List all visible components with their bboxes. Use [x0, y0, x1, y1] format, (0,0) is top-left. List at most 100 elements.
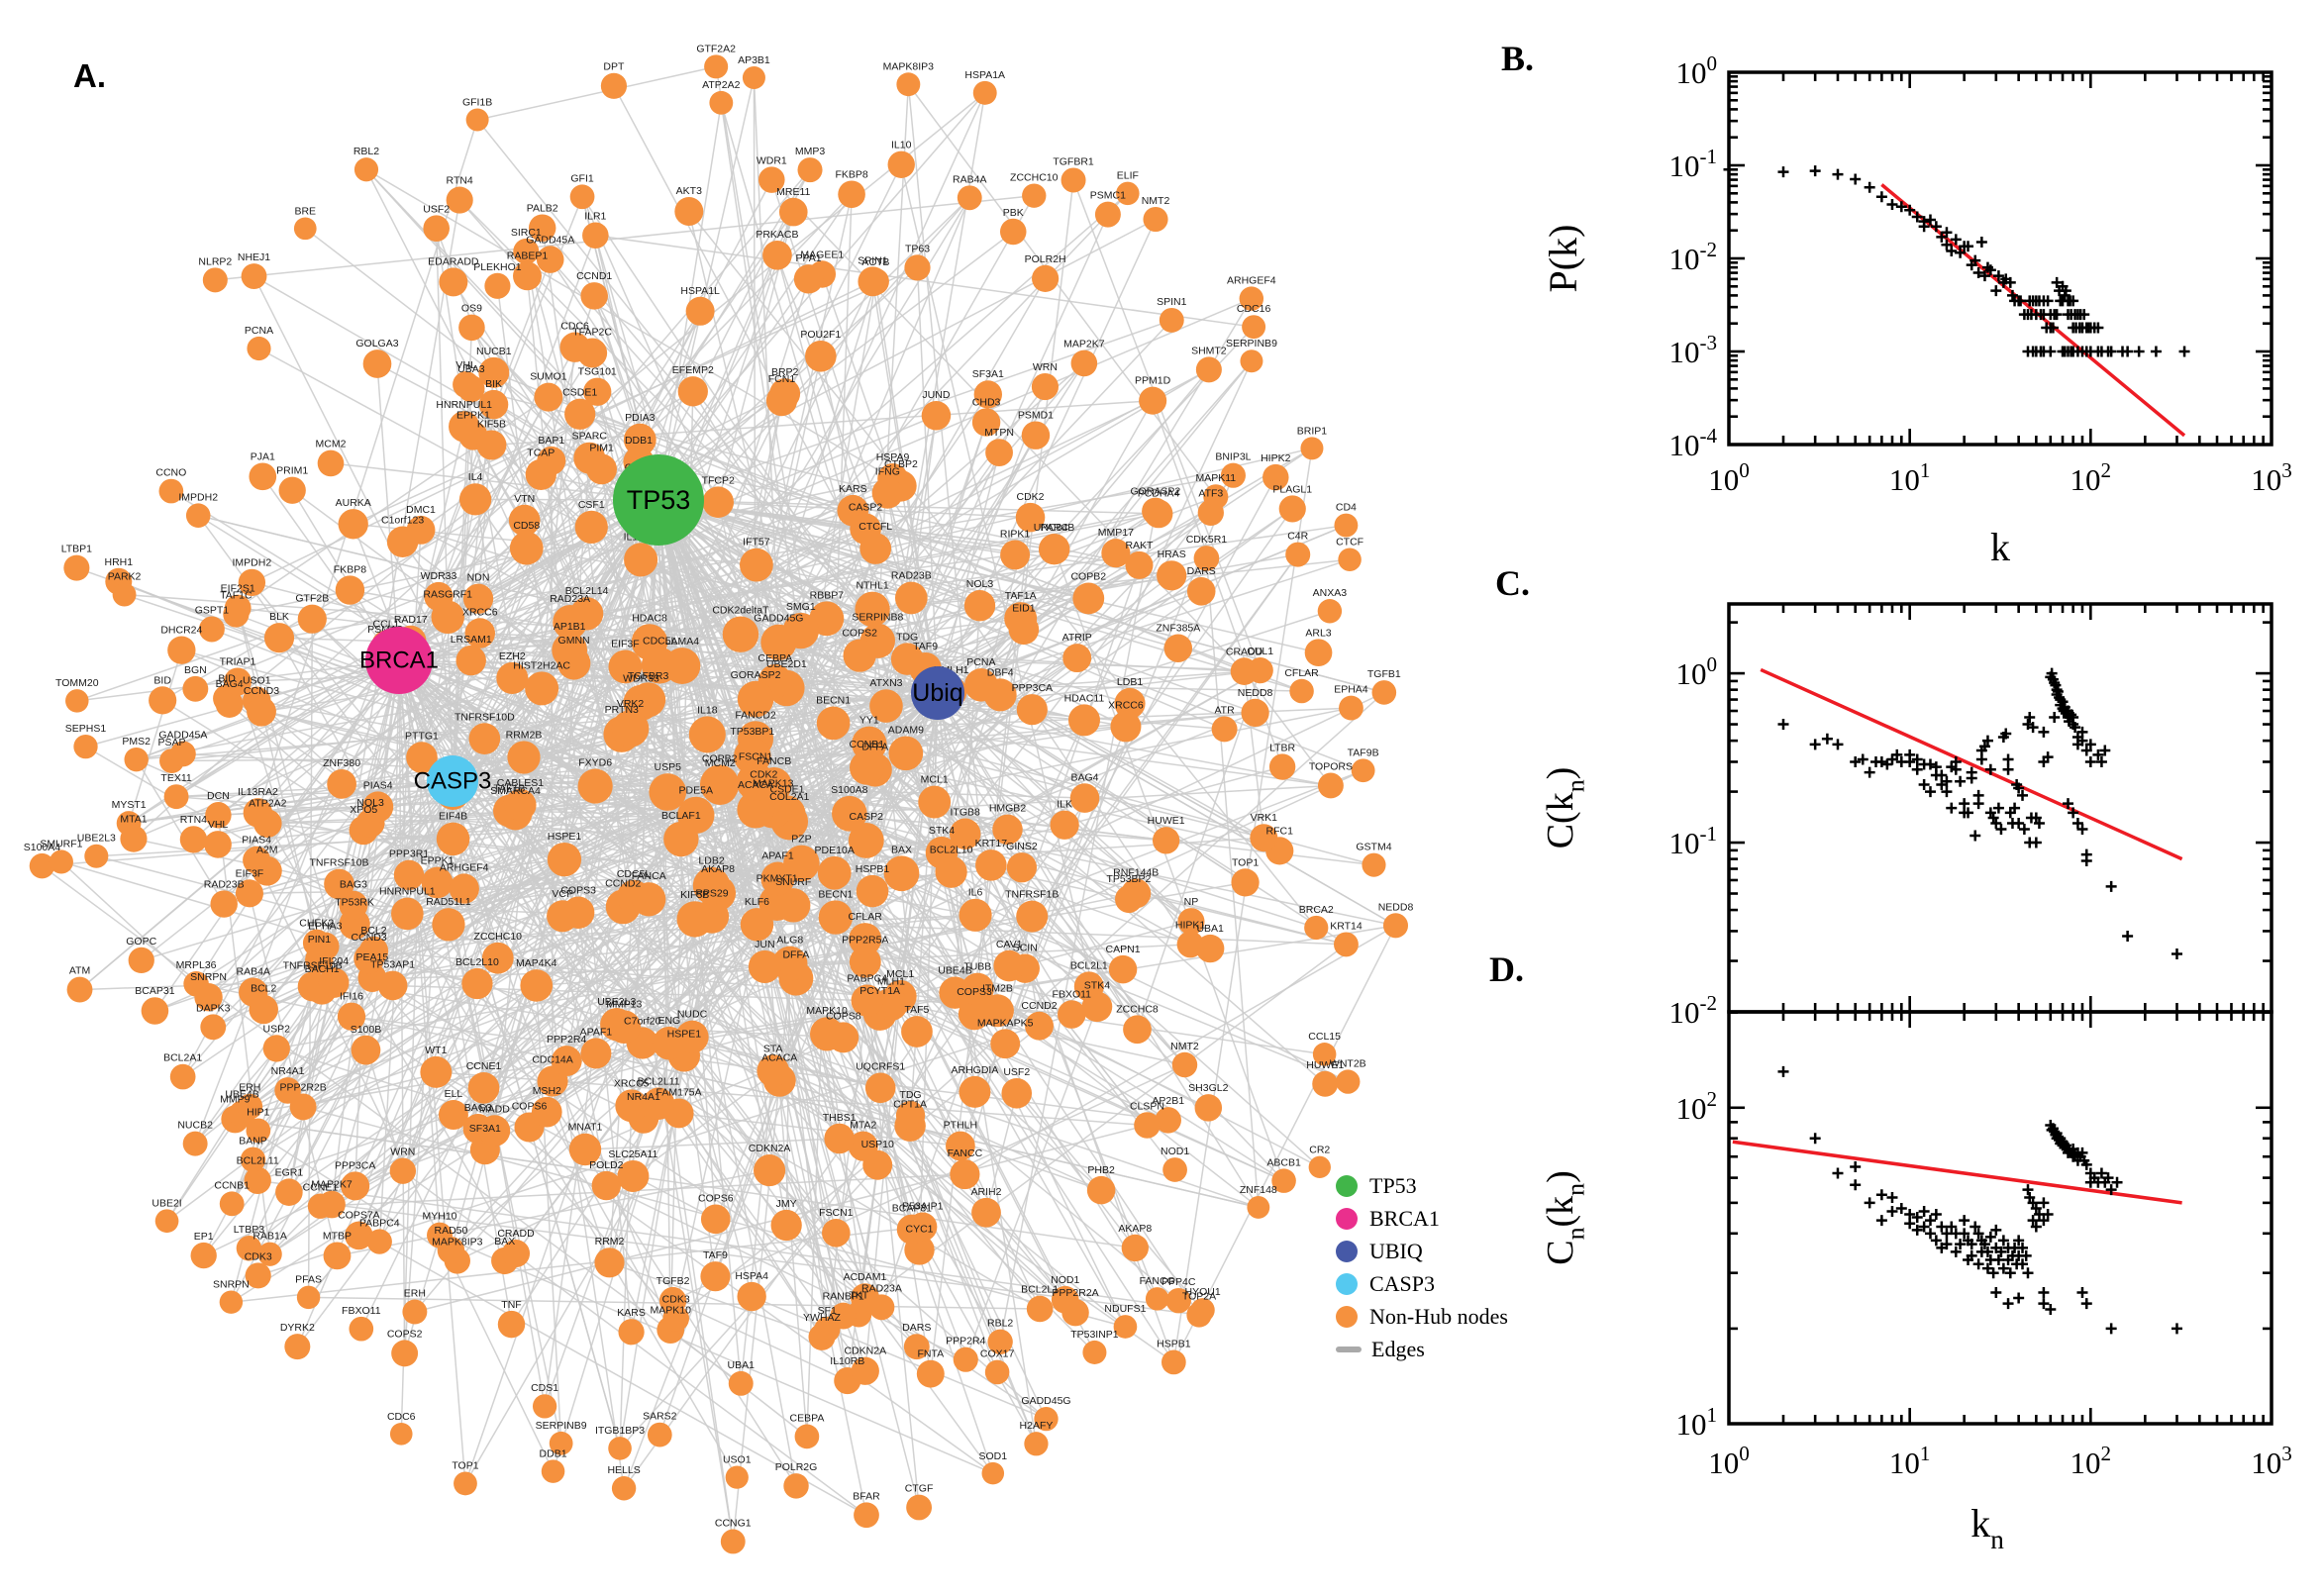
- data-point-marker: [1990, 285, 2002, 297]
- network-node: [66, 976, 93, 1003]
- network-edge: [215, 194, 1035, 281]
- network-edge: [136, 692, 939, 760]
- network-node: [591, 1170, 622, 1201]
- network-node: [618, 1319, 645, 1346]
- network-node: [1121, 1234, 1149, 1262]
- network-node: [246, 1118, 271, 1144]
- network-node: [63, 554, 90, 581]
- network-node: [504, 788, 537, 822]
- data-point-marker: [1975, 753, 1987, 765]
- network-edge: [1172, 925, 1397, 1363]
- network-node: [574, 510, 608, 545]
- network-node: [345, 1221, 373, 1250]
- network-edge: [777, 642, 1192, 923]
- network-node: [358, 936, 389, 966]
- network-node: [1139, 386, 1167, 415]
- network-node: [1114, 687, 1146, 720]
- network-node: [468, 723, 501, 754]
- network-node: [73, 734, 98, 759]
- network-node: [1242, 315, 1266, 340]
- network-node: [1006, 852, 1038, 883]
- network-node: [323, 1242, 352, 1270]
- network-edge: [964, 1006, 1098, 1360]
- network-hub-edge: [452, 414, 581, 782]
- network-node: [362, 349, 392, 378]
- network-edge: [476, 983, 797, 1487]
- network-edge: [237, 607, 318, 944]
- network-node: [1262, 463, 1289, 491]
- network-node: [249, 462, 277, 491]
- data-point-marker: [1904, 755, 1916, 767]
- network-hub-edge: [657, 499, 966, 835]
- network-node: [182, 675, 209, 702]
- network-node: [262, 1035, 290, 1062]
- network-edge: [365, 168, 1186, 1066]
- network-node: [223, 667, 252, 696]
- network-edge: [581, 196, 867, 842]
- plot-B: 100​ 101​ 102​ 103​ 100​ 10-1​ 10-2​ 10-3​ 10-4​…: [1541, 51, 2292, 569]
- network-node: [391, 897, 424, 931]
- network-node: [1001, 1077, 1033, 1109]
- y-axis-label: C(kn​): [1540, 767, 1589, 849]
- x-tick-label: 103​: [2251, 458, 2292, 497]
- data-point-marker: [1946, 802, 1958, 814]
- network-node: [49, 849, 73, 874]
- network-node: [984, 1359, 1010, 1385]
- network-node: [1024, 1432, 1049, 1456]
- network-node: [190, 1242, 217, 1269]
- data-point-marker: [1832, 168, 1844, 180]
- data-point-marker: [1972, 798, 1984, 810]
- network-edge: [402, 254, 778, 1171]
- data-point-marker: [2038, 1197, 2050, 1209]
- network-node: [851, 984, 883, 1017]
- network-edge: [118, 580, 1349, 1083]
- network-node: [569, 597, 604, 631]
- plot-frame: [1727, 70, 2273, 447]
- network-hub-edge: [937, 692, 1130, 900]
- data-point-marker: [2105, 880, 2117, 892]
- network-hub-edge: [398, 193, 853, 661]
- data-point-marker: [1809, 1133, 1821, 1145]
- data-point-marker: [2038, 1298, 2050, 1310]
- network-node: [247, 696, 276, 727]
- network-node: [580, 282, 608, 310]
- network-node: [354, 157, 379, 182]
- data-point-marker: [1930, 1235, 1942, 1247]
- network-node: [169, 741, 196, 767]
- nonhub-dot-icon: [1336, 1305, 1358, 1328]
- network-node: [1125, 550, 1154, 579]
- network-node: [1382, 913, 1409, 939]
- network-node: [685, 296, 715, 326]
- network-node: [971, 1197, 1001, 1228]
- network-node: [864, 1072, 896, 1104]
- network-node: [219, 1191, 245, 1217]
- data-point-marker: [1924, 1228, 1936, 1240]
- network-node: [198, 616, 225, 643]
- network-hub-edge: [198, 514, 939, 694]
- network-hub-edge: [217, 499, 659, 816]
- network-nodes: [29, 54, 1409, 1554]
- network-node: [611, 1476, 637, 1501]
- network-node: [1285, 542, 1311, 567]
- network-node: [297, 604, 327, 634]
- network-node: [700, 1261, 731, 1292]
- data-point-marker: [1875, 191, 1887, 203]
- data-point-marker: [1850, 173, 1862, 185]
- network-node: [583, 377, 612, 406]
- network-node: [1022, 183, 1047, 208]
- network-edge: [256, 1080, 554, 1182]
- network-node: [318, 967, 350, 998]
- tp53-dot-icon: [1336, 1174, 1358, 1197]
- network-node: [1157, 560, 1187, 591]
- network-node: [824, 1123, 855, 1154]
- network-node: [949, 818, 981, 849]
- network-node: [389, 1157, 417, 1184]
- network-node: [501, 1239, 531, 1268]
- network-edge: [476, 65, 717, 121]
- y-tick-label: 10-2​: [1668, 238, 1717, 276]
- network-edge: [1243, 670, 1332, 786]
- data-point-marker: [2122, 346, 2134, 357]
- network-node: [1015, 502, 1046, 533]
